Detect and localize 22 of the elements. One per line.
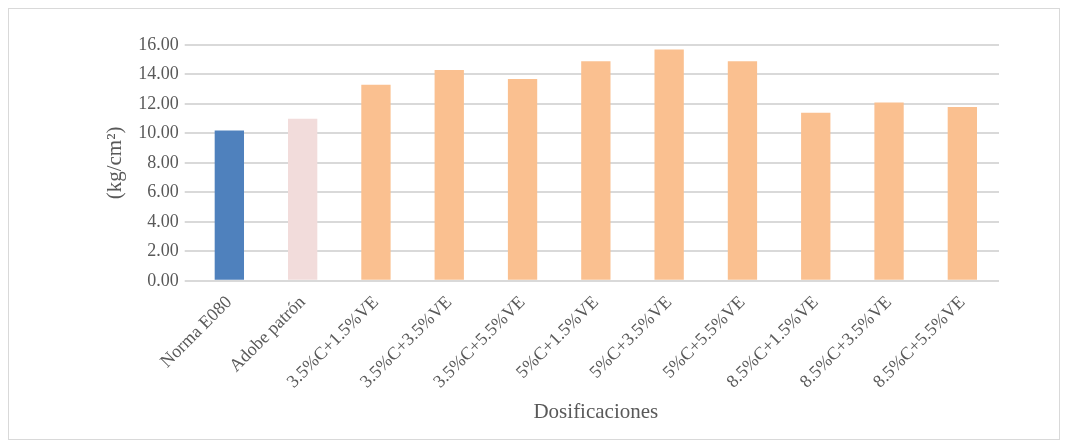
bar bbox=[581, 61, 611, 280]
bar bbox=[947, 106, 978, 280]
y-tick-label: 4.00 bbox=[147, 210, 179, 231]
bar bbox=[727, 61, 758, 280]
y-tick-label: 8.00 bbox=[147, 151, 179, 172]
bar bbox=[214, 130, 245, 280]
y-tick-label: 0.00 bbox=[147, 269, 179, 290]
bar bbox=[434, 70, 464, 280]
bar bbox=[654, 49, 684, 280]
bar bbox=[361, 84, 391, 280]
bar bbox=[874, 102, 904, 280]
bar bbox=[287, 118, 318, 280]
x-axis-title: Dosificaciones bbox=[533, 398, 659, 423]
y-tick-label: 6.00 bbox=[147, 181, 179, 202]
y-tick-label: 16.00 bbox=[138, 33, 179, 54]
y-tick-label: 12.00 bbox=[138, 92, 179, 113]
y-axis-title: (kg/cm²) bbox=[102, 126, 127, 200]
y-tick-label: 10.00 bbox=[138, 122, 179, 143]
y-tick-label: 14.00 bbox=[138, 63, 179, 84]
bar bbox=[801, 112, 831, 280]
y-tick-label: 2.00 bbox=[147, 240, 179, 261]
bar bbox=[507, 78, 538, 280]
